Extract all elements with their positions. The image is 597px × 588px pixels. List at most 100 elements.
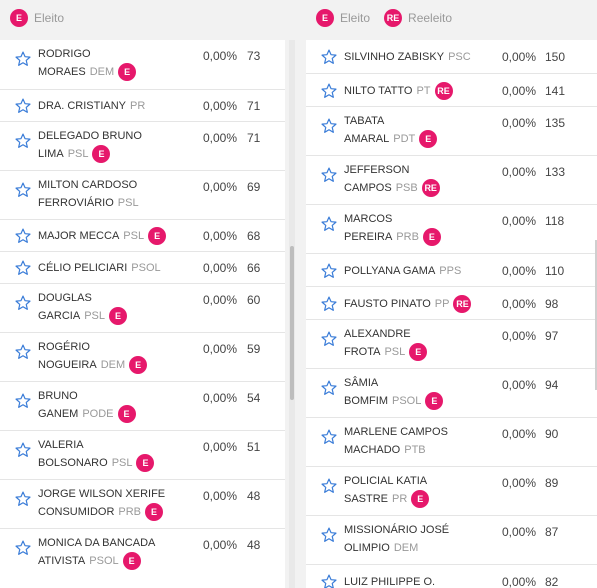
candidate-row[interactable]: NILTO TATTO PT RE 0,00% 141 (306, 73, 597, 106)
scrollbar-thumb[interactable] (290, 246, 294, 400)
favorite-star-icon[interactable] (320, 573, 338, 588)
candidate-name: DELEGADO BRUNO LIMA PSL E (38, 127, 142, 163)
favorite-star-icon[interactable] (14, 50, 32, 68)
candidate-row[interactable]: MILTON CARDOSO FERROVIÁRIO PSL 0,00% 69 (0, 170, 285, 219)
candidate-row[interactable]: MISSIONÁRIO JOSÉ OLIMPIO DEM 0,00% 87 (306, 515, 597, 564)
candidate-row[interactable]: LUIZ PHILIPPE O. 0,00% 82 (306, 564, 597, 588)
candidate-row[interactable]: MAJOR MECCA PSL E 0,00% 68 (0, 219, 285, 251)
vote-count: 118 (545, 214, 565, 228)
candidate-row[interactable]: BRUNO GANEM PODE E 0,00% 54 (0, 381, 285, 430)
vote-percentage: 0,00% (203, 538, 238, 552)
candidate-list-left[interactable]: RODRIGO MORAES DEM E 0,00% 73 DRA. CRISTIANY PR… (0, 40, 285, 588)
candidate-name: ROGÉRIO NOGUEIRA DEM E (38, 338, 148, 374)
favorite-star-icon[interactable] (320, 117, 338, 135)
party-label: PPS (439, 264, 462, 277)
vote-count: 110 (545, 263, 565, 278)
vote-count: 68 (247, 229, 261, 243)
candidate-row[interactable]: DELEGADO BRUNO LIMA PSL E 0,00% 71 (0, 121, 285, 170)
candidate-row[interactable]: ROGÉRIO NOGUEIRA DEM E 0,00% 59 (0, 332, 285, 381)
candidate-row[interactable]: CÉLIO PELICIARI PSOL 0,00% 66 (0, 251, 285, 283)
favorite-star-icon[interactable] (14, 132, 32, 150)
favorite-star-icon[interactable] (320, 428, 338, 446)
candidate-row[interactable]: MARCOS PEREIRA PRB E 0,00% 118 (306, 204, 597, 253)
candidate-row[interactable]: RODRIGO MORAES DEM E 0,00% 73 (0, 40, 285, 89)
favorite-star-icon[interactable] (320, 215, 338, 233)
legend-eleito-label: Eleito (34, 11, 65, 25)
candidate-row[interactable]: JEFFERSON CAMPOS PSB RE 0,00% 133 (306, 155, 597, 204)
favorite-star-icon[interactable] (14, 97, 32, 115)
candidate-name-line2: LIMA (38, 148, 64, 160)
vote-count: 82 (545, 574, 559, 588)
favorite-star-icon[interactable] (320, 82, 338, 100)
favorite-star-icon[interactable] (14, 343, 32, 361)
candidate-name-line1: VALERIA (38, 439, 84, 451)
candidate-name-line2: GARCIA (38, 310, 81, 322)
candidate-row[interactable]: ALEXANDRE FROTA PSL E 0,00% 97 (306, 319, 597, 368)
candidate-name-line1: LUIZ PHILIPPE O. (344, 575, 436, 588)
candidate-name-line1: CÉLIO PELICIARI (38, 262, 128, 274)
favorite-star-icon[interactable] (14, 392, 32, 410)
candidate-name-line1: BRUNO (38, 390, 78, 402)
candidate-row[interactable]: DOUGLAS GARCIA PSL E 0,00% 60 (0, 283, 285, 332)
candidate-name: RODRIGO MORAES DEM E (38, 45, 137, 81)
vote-count: 87 (545, 525, 559, 539)
candidate-name-line1: MILTON CARDOSO (38, 179, 138, 191)
favorite-star-icon[interactable] (320, 526, 338, 544)
candidate-name: ALEXANDRE FROTA PSL E (344, 325, 428, 361)
eleito-badge-icon: E (148, 227, 167, 245)
candidate-row[interactable]: MARLENE CAMPOS MACHADO PTB 0,00% 90 (306, 417, 597, 466)
legend-reeleito: RE Reeleito (384, 9, 452, 27)
candidate-name: SÂMIA BOMFIM PSOL E (344, 374, 444, 410)
candidate-name: LUIZ PHILIPPE O. (344, 573, 435, 588)
candidate-name-line1: MAJOR MECCA (38, 230, 120, 242)
candidate-row[interactable]: FAUSTO PINATO PP RE 0,00% 98 (306, 286, 597, 319)
candidate-row[interactable]: JORGE WILSON XERIFE CONSUMIDOR PRB E 0,00% 48 (0, 479, 285, 528)
candidate-row[interactable]: POLICIAL KATIA SASTRE PR E 0,00% 89 (306, 466, 597, 515)
favorite-star-icon[interactable] (14, 294, 32, 312)
reeleito-badge-icon: RE (384, 9, 403, 27)
candidate-list-right[interactable]: SILVINHO ZABISKY PSC 0,00% 150 NILTO TATTO PT… (306, 40, 597, 588)
candidate-name: DRA. CRISTIANY PR (38, 97, 145, 115)
favorite-star-icon[interactable] (14, 539, 32, 557)
candidate-row[interactable]: MONICA DA BANCADA ATIVISTA PSOL E 0,00% 48 (0, 528, 285, 577)
favorite-star-icon[interactable] (320, 295, 338, 313)
candidate-row[interactable]: DRA. CRISTIANY PR 0,00% 71 (0, 89, 285, 121)
candidate-row[interactable]: SÂMIA BOMFIM PSOL E 0,00% 94 (306, 368, 597, 417)
candidate-name-line2: FERROVIÁRIO (38, 197, 114, 209)
eleito-badge-icon: E (108, 307, 127, 325)
favorite-star-icon[interactable] (14, 441, 32, 459)
eleito-badge-icon: E (122, 552, 141, 570)
favorite-star-icon[interactable] (14, 490, 32, 508)
party-label: PSL (123, 230, 145, 242)
favorite-star-icon[interactable] (320, 166, 338, 184)
party-label: PODE (82, 408, 114, 420)
vote-percentage: 0,00% (502, 116, 537, 130)
candidate-row[interactable]: SILVINHO ZABISKY PSC 0,00% 150 (306, 40, 597, 73)
candidate-name-line1: ALEXANDRE (344, 328, 411, 340)
favorite-star-icon[interactable] (320, 48, 338, 66)
favorite-star-icon[interactable] (14, 181, 32, 199)
favorite-star-icon[interactable] (320, 330, 338, 348)
scrollbar-edge[interactable] (595, 240, 597, 390)
legend-left: E Eleito (10, 9, 78, 27)
vote-count: 69 (247, 180, 261, 194)
party-label: PSOL (392, 395, 422, 407)
legend-right: E Eleito RE Reeleito (316, 9, 466, 27)
favorite-star-icon[interactable] (14, 259, 32, 277)
legend-reeleito-label: Reeleito (408, 11, 453, 25)
favorite-star-icon[interactable] (320, 379, 338, 397)
party-label: PSL (384, 346, 406, 358)
candidate-name-line1: TABATA (344, 115, 385, 127)
favorite-star-icon[interactable] (320, 262, 338, 280)
vote-percentage: 0,00% (203, 49, 238, 63)
favorite-star-icon[interactable] (320, 477, 338, 495)
vote-count: 51 (247, 440, 261, 454)
candidate-row[interactable]: TABATA AMARAL PDT E 0,00% 135 (306, 106, 597, 155)
candidate-row[interactable]: VALERIA BOLSONARO PSL E 0,00% 51 (0, 430, 285, 479)
candidate-row[interactable]: POLLYANA GAMA PPS 0,00% 110 (306, 253, 597, 286)
favorite-star-icon[interactable] (14, 227, 32, 245)
vote-count: 60 (247, 293, 261, 307)
vote-count: 71 (247, 131, 261, 145)
candidate-name: MONICA DA BANCADA ATIVISTA PSOL E (38, 534, 155, 570)
candidate-name-line1: MARLENE CAMPOS (344, 426, 448, 438)
